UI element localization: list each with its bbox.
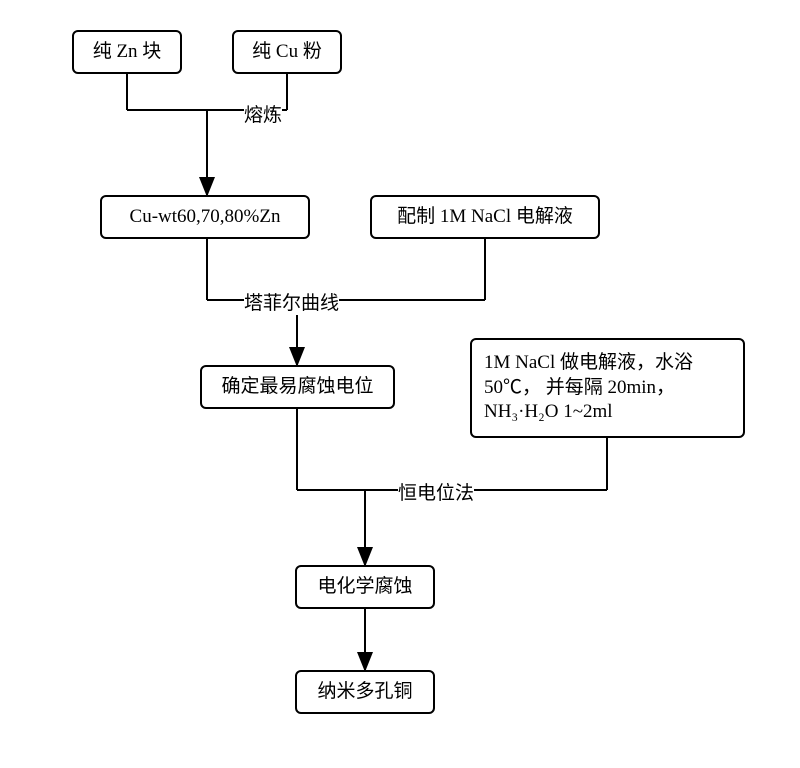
- node-nacl: 配制 1M NaCl 电解液: [370, 195, 600, 239]
- node-zn: 纯 Zn 块: [72, 30, 182, 74]
- node-corrode: 电化学腐蚀: [295, 565, 435, 609]
- node-cond: 1M NaCl 做电解液，水浴50℃， 并每隔 20min，NH₃·H₂O 1~…: [470, 338, 745, 438]
- node-result: 纳米多孔铜: [295, 670, 435, 714]
- node-cu: 纯 Cu 粉: [232, 30, 342, 74]
- label-const: 恒电位法: [398, 478, 474, 505]
- node-alloy: Cu-wt60,70,80%Zn: [100, 195, 310, 239]
- node-potential: 确定最易腐蚀电位: [200, 365, 395, 409]
- label-tafel: 塔菲尔曲线: [244, 288, 339, 315]
- label-smelt: 熔炼: [244, 100, 282, 127]
